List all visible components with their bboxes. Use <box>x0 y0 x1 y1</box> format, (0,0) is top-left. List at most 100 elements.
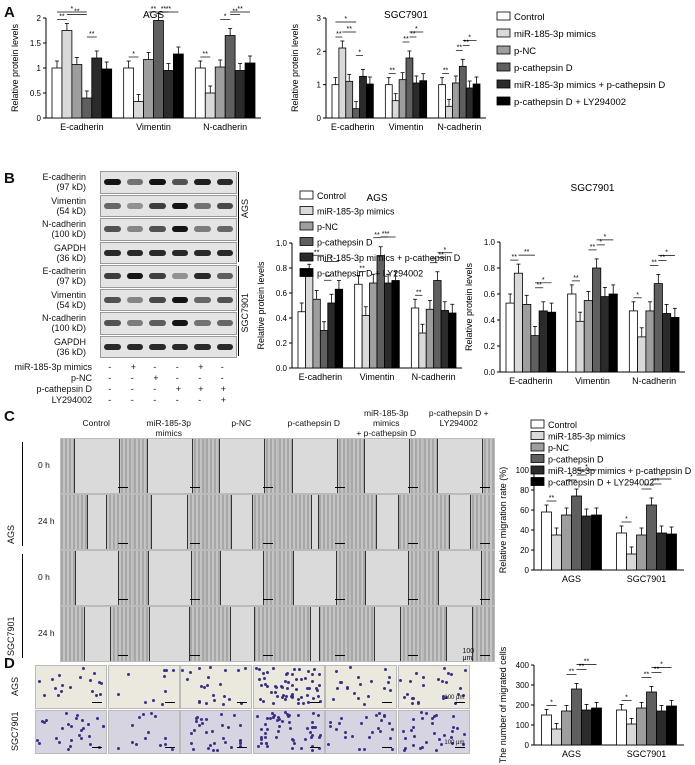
wound-micrograph <box>422 606 495 662</box>
migrated-cell-dot <box>443 667 447 671</box>
bar <box>448 312 457 369</box>
y-tick-label: 0.5 <box>30 89 42 98</box>
migrated-cell-dot <box>316 695 320 699</box>
migrated-cell-dot <box>126 672 130 676</box>
bar <box>244 62 256 119</box>
significance-marker: ** <box>644 671 650 678</box>
migrated-cell-dot <box>349 666 353 670</box>
wound-micrograph <box>132 438 205 494</box>
bar <box>331 84 340 119</box>
migrated-cell-dot <box>154 715 158 719</box>
migrated-cell-dot <box>116 693 120 697</box>
migrated-cell-dot <box>164 669 168 673</box>
panel-letter-c: C <box>4 408 15 425</box>
time-label: 0 h <box>38 572 50 582</box>
bar <box>600 296 610 373</box>
blot-band <box>216 179 233 185</box>
migrated-cell-dot <box>61 726 64 730</box>
scale-bar <box>190 543 200 544</box>
significance-marker: * <box>71 6 74 13</box>
transwell-micrograph <box>107 710 180 754</box>
migrated-cell-dot <box>412 734 416 738</box>
blot-band <box>126 273 143 279</box>
legend-label: miR-185-3p mimics + p-cathepsin D <box>548 466 692 476</box>
migrated-cell-dot <box>437 677 441 681</box>
migrated-cell-dot <box>244 666 248 670</box>
protein-size: (100 kD) <box>51 229 86 239</box>
legend-label: Control <box>317 191 346 201</box>
significance-marker: ** <box>579 469 585 476</box>
blot-band <box>171 296 188 303</box>
migrated-cell-dot <box>36 738 40 742</box>
bar <box>581 515 592 571</box>
migrated-cell-dot <box>80 719 84 723</box>
legend-label: Control <box>514 12 545 23</box>
migrated-cell-dot <box>309 731 313 735</box>
migrated-cell-dot <box>238 742 242 746</box>
migrated-cell-dot <box>450 741 454 745</box>
legend-swatch <box>530 431 545 440</box>
treatment-mark: - <box>108 395 112 405</box>
significance-marker: ** <box>654 666 660 673</box>
transwell-micrograph <box>35 710 107 754</box>
migrated-cell-dot <box>158 743 162 747</box>
wound-micrograph <box>277 550 350 606</box>
migrated-cell-dot <box>312 726 316 730</box>
migrated-cell-dot <box>317 714 321 718</box>
wound-column-header: p-NC <box>231 418 252 428</box>
migrated-cell-dot <box>291 746 295 750</box>
bar <box>571 688 582 746</box>
y-tick-label: 3 <box>317 14 322 23</box>
migrated-cell-dot <box>142 712 146 716</box>
migrated-cell-dot <box>146 730 150 734</box>
migrated-cell-dot <box>226 726 230 730</box>
blot-band <box>104 320 121 326</box>
significance-marker: * <box>468 34 471 41</box>
bar <box>204 92 216 119</box>
scale-bar <box>262 599 273 600</box>
y-tick-label: 0.8 <box>276 264 288 273</box>
blot-band <box>194 296 211 303</box>
bar <box>666 705 677 746</box>
migrated-cell-dot <box>38 742 42 746</box>
migrated-cell-dot <box>277 716 281 720</box>
migrated-cell-dot <box>222 737 226 741</box>
bar <box>646 504 657 571</box>
bar <box>616 532 627 571</box>
migrated-cell-dot <box>307 687 311 691</box>
blot-band <box>216 296 233 303</box>
migrated-cell-dot <box>265 745 269 749</box>
migrated-cell-dot <box>87 735 91 739</box>
treatment-label: LY294002 <box>51 395 92 405</box>
blot-row-label: Vimentin (54 kD) <box>0 290 86 310</box>
wound-column-header: p-cathepsin D + LY294002 <box>428 408 489 428</box>
blot-band <box>126 226 143 232</box>
bar <box>361 315 370 369</box>
migrated-cell-dot <box>274 686 278 690</box>
legend-label: p-cathepsin D <box>514 63 573 74</box>
scratch-gap <box>220 551 265 605</box>
treatment-mark: - <box>175 395 179 405</box>
migrated-cell-dot <box>42 693 46 697</box>
treatment-mark: + <box>198 362 204 372</box>
migrated-cell-dot <box>265 684 269 688</box>
migrated-cell-dot <box>215 748 219 752</box>
migrated-cell-dot <box>240 701 244 705</box>
significance-marker: ** <box>336 31 342 38</box>
migrated-cell-dot <box>295 687 299 691</box>
bar <box>472 83 481 119</box>
scale-bar <box>309 747 320 748</box>
bar <box>352 108 360 119</box>
scratch-gap <box>149 607 191 661</box>
bar <box>71 64 83 119</box>
y-tick-label: 2 <box>37 14 42 23</box>
treatment-mark: + <box>220 395 227 405</box>
migrated-cell-dot <box>206 684 210 688</box>
migrated-cell-dot <box>200 721 204 725</box>
migrated-cell-dot <box>60 684 64 688</box>
migrated-cell-dot <box>208 666 212 670</box>
bar <box>305 272 314 369</box>
migrated-cell-dot <box>311 697 315 701</box>
row-bracket <box>22 442 23 546</box>
significance-marker: ** <box>59 14 65 21</box>
